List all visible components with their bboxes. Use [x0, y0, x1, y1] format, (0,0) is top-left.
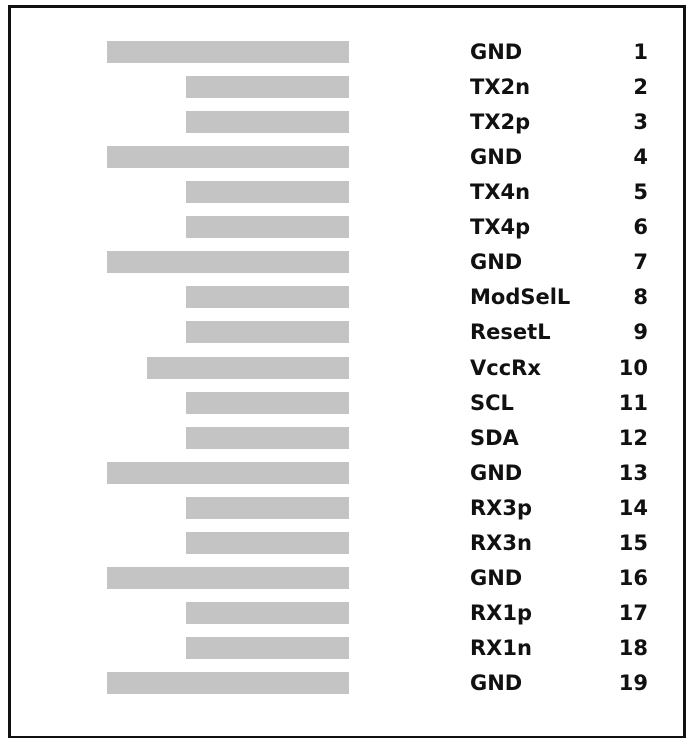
pin-name: ModSelL: [470, 285, 571, 310]
pin-bar: [147, 356, 349, 379]
pin-name: RX3p: [470, 495, 533, 520]
pin-name: TX4p: [470, 215, 531, 240]
pin-name: VccRx: [470, 355, 541, 380]
pin-bar: [186, 391, 349, 414]
pin-bar: [186, 181, 349, 204]
pin-number: 18: [618, 636, 648, 661]
pin-name: TX2n: [470, 75, 531, 100]
pin-name: GND: [470, 250, 523, 275]
pin-name: RX3n: [470, 530, 532, 555]
pin-number: 10: [618, 355, 648, 380]
pin-name: TX2p: [470, 110, 531, 135]
pin-bar: [107, 566, 349, 589]
pin-number: 2: [633, 75, 648, 100]
pin-bar: [107, 672, 349, 695]
pin-number: 13: [618, 460, 648, 485]
pin-number: 12: [618, 425, 648, 450]
pin-bar: [107, 41, 349, 63]
pin-bar: [186, 496, 349, 519]
pin-number: 17: [618, 600, 648, 625]
pin-name: GND: [470, 671, 523, 696]
pin-bar: [107, 251, 349, 274]
pin-number: 15: [618, 530, 648, 555]
pin-number: 3: [633, 110, 648, 135]
pin-name: SDA: [470, 425, 519, 450]
pin-number: 5: [633, 180, 648, 205]
pin-bar: [186, 426, 349, 449]
pin-number: 9: [633, 320, 648, 345]
pin-number: 7: [633, 250, 648, 275]
pin-name: GND: [470, 565, 523, 590]
pin-bar: [107, 461, 349, 484]
pin-bar: [186, 76, 349, 99]
pin-name: TX4n: [470, 180, 531, 205]
pin-number: 4: [633, 145, 648, 170]
pin-number: 14: [618, 495, 648, 520]
pin-name: SCL: [470, 390, 514, 415]
pin-number: 11: [618, 390, 648, 415]
pin-bar: [107, 146, 349, 169]
pin-bar: [186, 601, 349, 624]
pin-name: GND: [470, 460, 523, 485]
pin-bar: [186, 216, 349, 239]
pin-bar: [186, 321, 349, 344]
pin-name: GND: [470, 40, 523, 64]
pin-number: 8: [633, 285, 648, 310]
pin-name: GND: [470, 145, 523, 170]
pin-bar: [186, 286, 349, 309]
pin-bar: [186, 531, 349, 554]
pin-name: ResetL: [470, 320, 551, 345]
pin-name: RX1p: [470, 600, 533, 625]
pin-number: 1: [633, 40, 648, 64]
pin-number: 19: [618, 671, 648, 696]
pin-bar: [186, 637, 349, 660]
pin-bar: [186, 111, 349, 134]
pin-number: 6: [633, 215, 648, 240]
pin-number: 16: [618, 565, 648, 590]
pin-name: RX1n: [470, 636, 532, 661]
connector-frame: [8, 5, 686, 738]
